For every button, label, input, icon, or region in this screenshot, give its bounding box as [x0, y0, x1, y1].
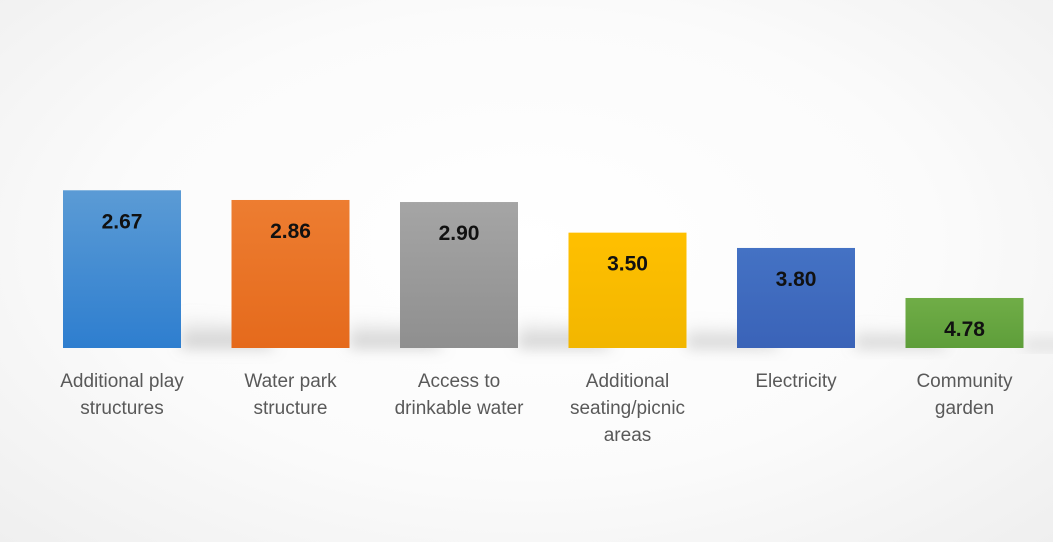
bar-value-label: 4.78: [944, 318, 985, 341]
category-label: Additional seating/picnic areas: [570, 371, 685, 446]
bar-value-label: 2.67: [102, 210, 143, 233]
bars: [63, 190, 1024, 348]
bar: [400, 202, 518, 348]
bar-value-label: 3.50: [607, 253, 648, 276]
category-labels: Additional play structures Water park struc…: [60, 371, 1013, 446]
bar: [568, 232, 687, 348]
category-label: Water park structure: [244, 371, 337, 419]
category-label: Electricity: [755, 371, 837, 392]
category-label: Access to drinkable water: [395, 371, 525, 419]
category-label: Community garden: [916, 371, 1013, 419]
bar: [231, 199, 350, 348]
bar-value-label: 2.90: [439, 222, 480, 245]
bar: [63, 190, 181, 348]
bar-shadow: [1023, 336, 1053, 348]
bar: [737, 247, 855, 348]
value-labels: 2.67 2.86 2.90 3.50 3.80 4.78: [102, 210, 986, 341]
bar: [905, 297, 1024, 348]
bar-value-label: 2.86: [270, 220, 311, 243]
bar-value-label: 3.80: [776, 268, 817, 291]
category-label: Additional play structures: [60, 371, 184, 419]
